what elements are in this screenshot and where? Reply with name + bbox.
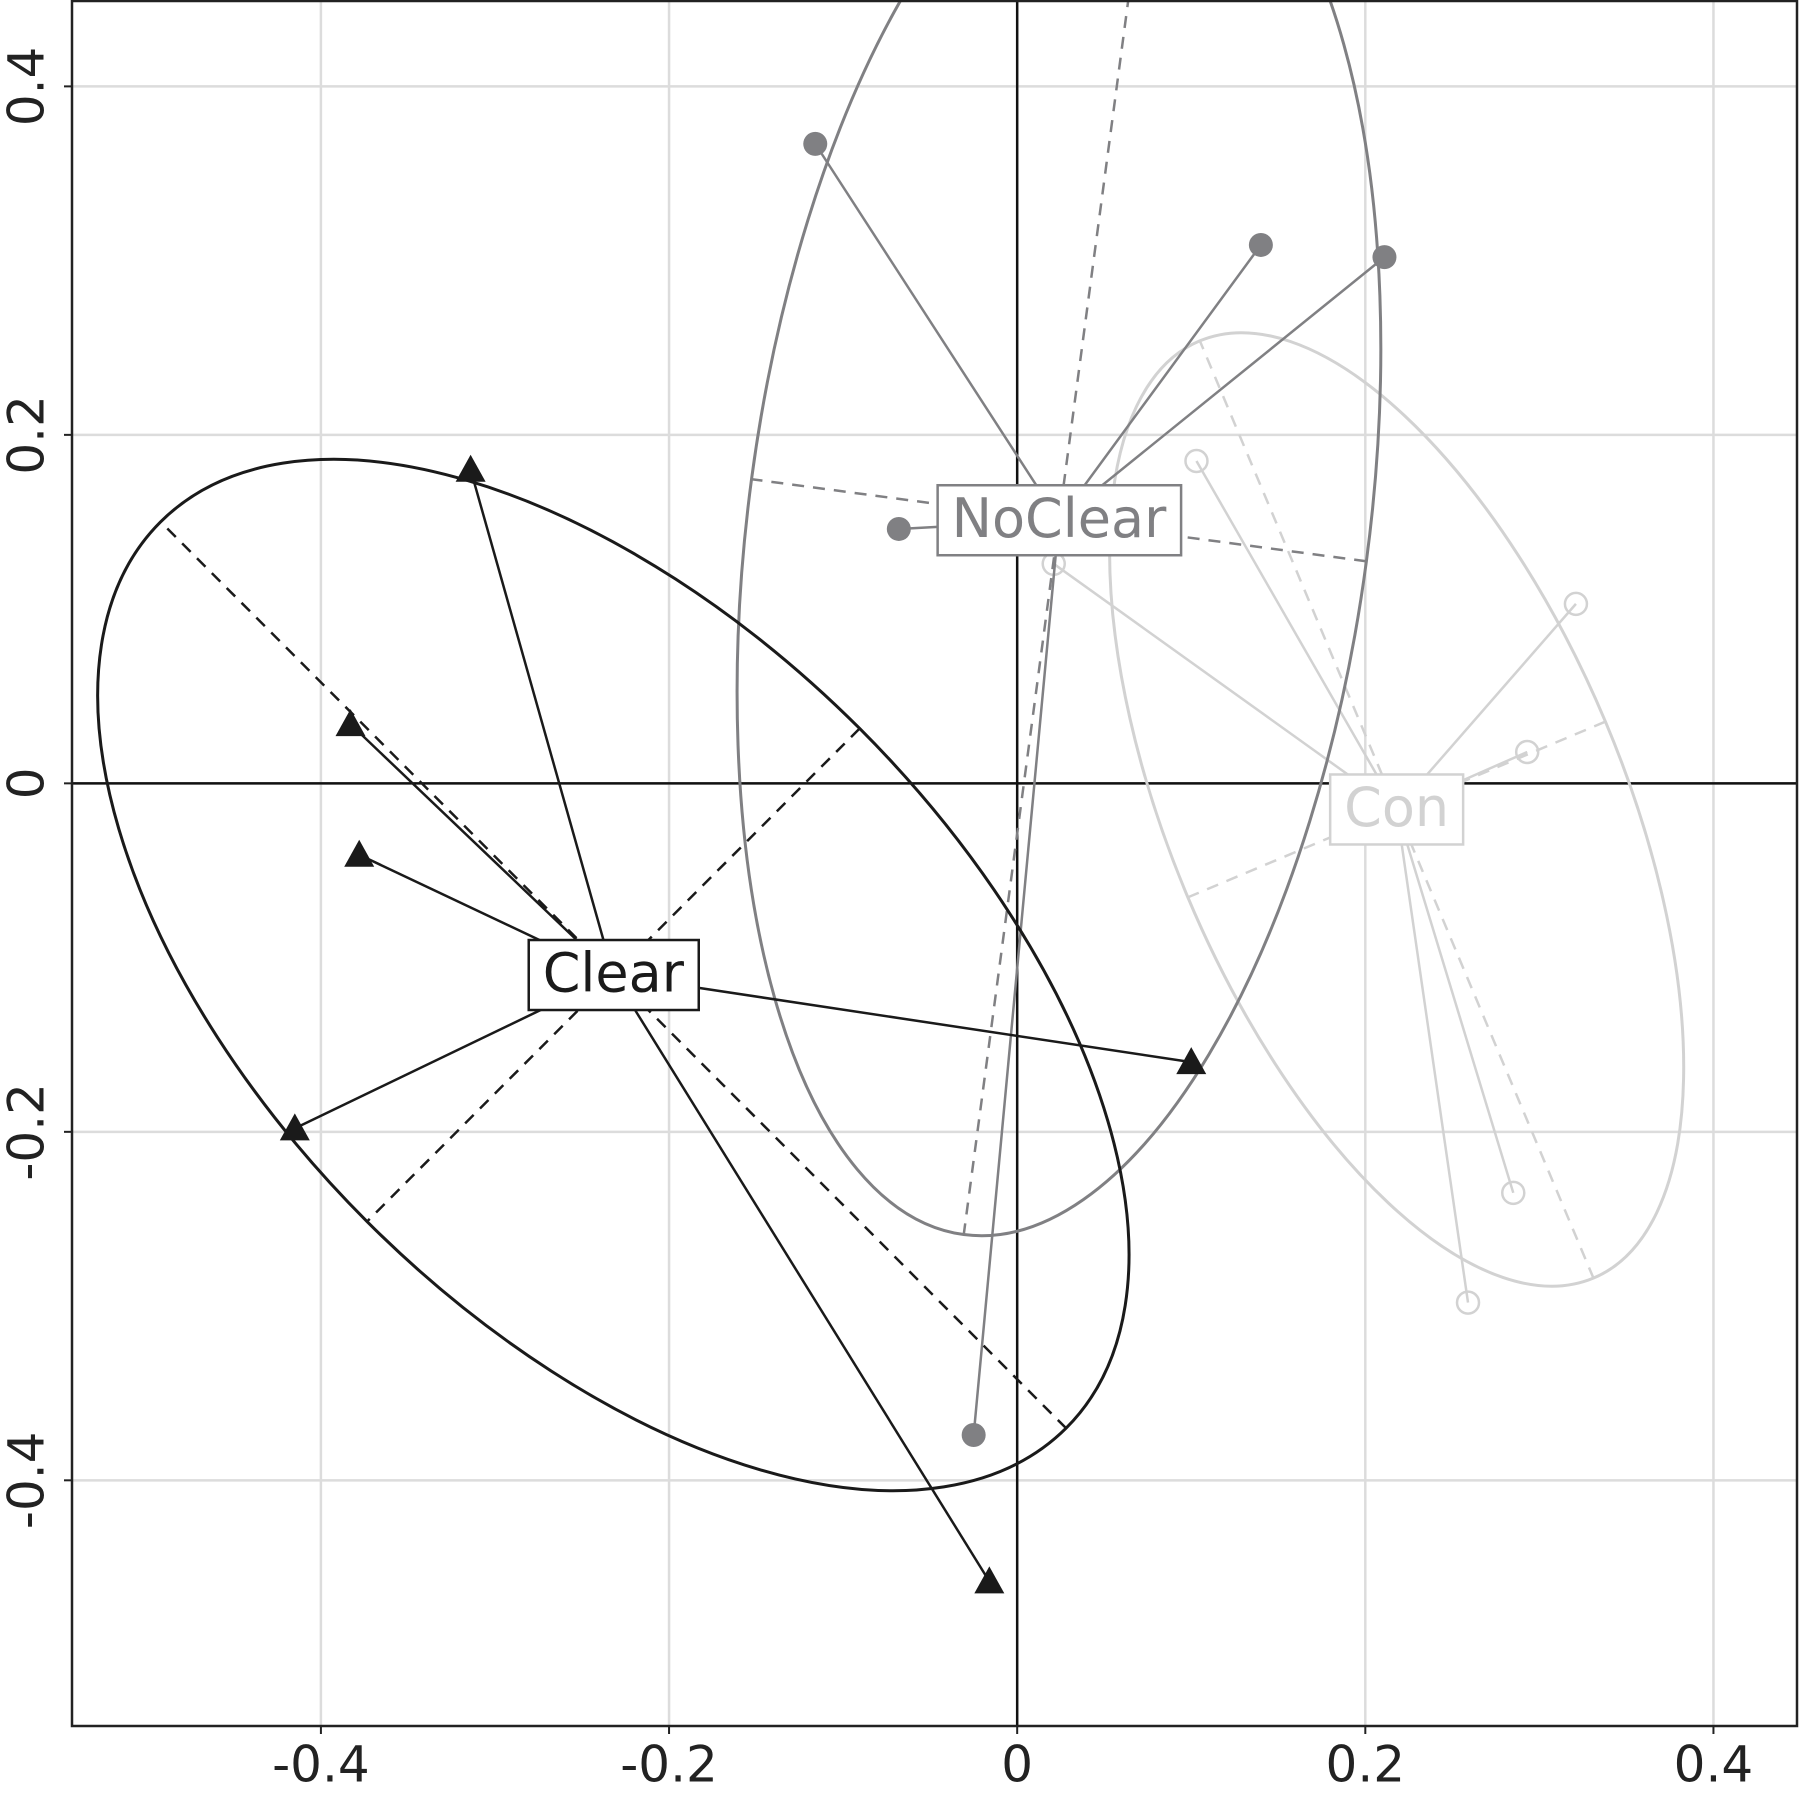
point: [335, 709, 366, 737]
spider-line: [349, 723, 615, 976]
x-tick-label: 0: [1001, 1736, 1033, 1793]
y-tick-label: -0.4: [0, 1432, 56, 1530]
point: [1455, 1290, 1481, 1315]
spider-line: [1395, 809, 1470, 1303]
spider-line: [814, 143, 1061, 521]
spider-line: [613, 973, 1192, 1064]
point: [886, 516, 911, 541]
series-group: Clear: [96, 454, 1207, 1594]
point: [1563, 591, 1589, 617]
plot-frame: [70, 0, 1799, 1728]
group-label: Con: [1344, 776, 1449, 839]
point: [1176, 1047, 1207, 1075]
ellipse-axis: [366, 727, 861, 1223]
point: [1501, 1180, 1526, 1206]
point: [279, 1113, 310, 1141]
x-tick-label: -0.4: [272, 1736, 370, 1793]
point: [961, 1423, 986, 1448]
point: [1514, 739, 1540, 765]
series-group: Con: [1041, 331, 1686, 1315]
spider-line: [1057, 244, 1262, 521]
ellipse-axis: [962, 0, 1130, 1236]
spider-line: [1058, 256, 1386, 522]
point: [1184, 448, 1209, 474]
spider-line: [1195, 460, 1398, 811]
ellipse: [735, 0, 1383, 1238]
spider-line: [972, 520, 1061, 1436]
point: [974, 1566, 1005, 1594]
point: [1372, 245, 1397, 270]
x-tick-label: 0.2: [1326, 1736, 1406, 1793]
spider-line: [469, 469, 615, 976]
y-tick-label: 0: [0, 767, 56, 799]
y-tick-label: -0.2: [0, 1083, 56, 1181]
x-tick-label: 0.4: [1674, 1736, 1754, 1793]
group-label: Clear: [543, 942, 685, 1005]
group-label: NoClear: [952, 487, 1167, 550]
group-label-box: [527, 938, 701, 1012]
series-group: NoClear: [735, 0, 1397, 1448]
point: [803, 131, 828, 156]
spider-line: [1395, 809, 1515, 1194]
x-tick-label: -0.2: [620, 1736, 718, 1793]
y-tick-label: 0.4: [0, 47, 56, 127]
spider-line: [612, 974, 991, 1583]
group-label-box: [936, 483, 1183, 557]
group-label-box: [1328, 773, 1465, 846]
point: [455, 454, 486, 482]
spider-line: [1053, 562, 1398, 811]
y-tick-label: 0.2: [0, 395, 56, 475]
point: [344, 839, 375, 867]
point: [1248, 232, 1273, 257]
